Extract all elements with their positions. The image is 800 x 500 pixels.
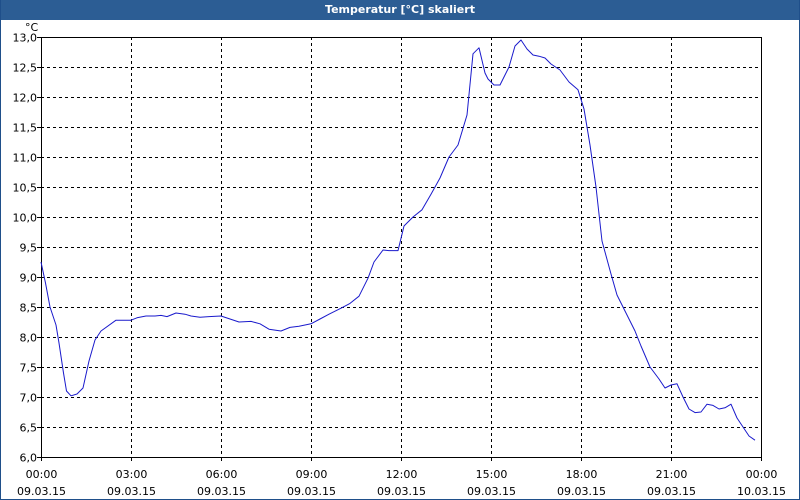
x-tick-date-label: 09.03.15 bbox=[377, 485, 426, 498]
x-tick-time-label: 18:00 bbox=[566, 468, 598, 481]
series-layer bbox=[40, 39, 756, 441]
y-tick-label: 11,5 bbox=[13, 122, 38, 135]
x-tick-date-label: 09.03.15 bbox=[17, 485, 66, 498]
y-tick-label: 11,0 bbox=[13, 152, 38, 165]
x-tick-date-label: 09.03.15 bbox=[107, 485, 156, 498]
x-axis-ticks: 00:00 09.03.15 03:00 09.03.15 06:00 09.03.15 0… bbox=[17, 457, 786, 498]
x-tick-time-label: 12:00 bbox=[386, 468, 418, 481]
x-tick-date-label: 09.03.15 bbox=[647, 485, 696, 498]
x-tick-time-label: 03:00 bbox=[116, 468, 148, 481]
x-tick-time-label: 00:00 bbox=[746, 468, 778, 481]
x-tick-date-label: 09.03.15 bbox=[197, 485, 246, 498]
y-tick-label: 10,0 bbox=[13, 212, 38, 225]
x-tick-time-label: 09:00 bbox=[296, 468, 328, 481]
x-tick-date-label: 09.03.15 bbox=[467, 485, 516, 498]
y-tick-label: 8,0 bbox=[20, 332, 38, 345]
grid-lines bbox=[41, 37, 761, 457]
y-tick-label: 6,0 bbox=[20, 452, 38, 465]
y-tick-label: 9,5 bbox=[20, 242, 38, 255]
y-tick-label: 6,5 bbox=[20, 422, 38, 435]
y-tick-label: 7,5 bbox=[20, 362, 38, 375]
y-tick-label: 13,0 bbox=[13, 32, 38, 45]
x-tick-time-label: 00:00 bbox=[26, 468, 58, 481]
y-tick-label: 12,5 bbox=[13, 62, 38, 75]
y-tick-label: 12,0 bbox=[13, 92, 38, 105]
temperature-series-line bbox=[40, 39, 756, 441]
y-tick-label: 7,0 bbox=[20, 392, 38, 405]
x-tick-time-label: 21:00 bbox=[656, 468, 688, 481]
x-tick-date-label: 10.03.15 bbox=[737, 485, 786, 498]
x-tick-date-label: 09.03.15 bbox=[287, 485, 336, 498]
y-tick-label: 8,5 bbox=[20, 302, 38, 315]
x-tick-time-label: 06:00 bbox=[206, 468, 238, 481]
temperature-chart: 6,0 6,5 7,0 7,5 8,0 8,5 9,0 9,5 10,0 10,5 11,0 11,5… bbox=[13, 21, 786, 498]
x-tick-date-label: 09.03.15 bbox=[557, 485, 606, 498]
y-tick-label: 10,5 bbox=[13, 182, 38, 195]
y-axis-unit-label: °C bbox=[25, 21, 39, 34]
x-tick-time-label: 15:00 bbox=[476, 468, 508, 481]
window-title: Temperatur [°C] skaliert bbox=[1, 0, 799, 20]
y-tick-label: 9,0 bbox=[20, 272, 38, 285]
y-axis-ticks: 6,0 6,5 7,0 7,5 8,0 8,5 9,0 9,5 10,0 10,5 11,0 11,5… bbox=[13, 32, 41, 465]
